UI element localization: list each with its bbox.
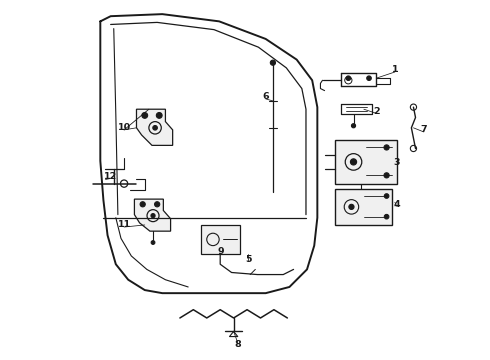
Circle shape	[350, 159, 357, 165]
Circle shape	[384, 215, 389, 219]
Text: 4: 4	[393, 200, 400, 209]
Circle shape	[151, 213, 155, 218]
Circle shape	[142, 113, 147, 118]
Circle shape	[151, 241, 155, 244]
Text: 3: 3	[393, 158, 400, 167]
Circle shape	[153, 126, 157, 130]
Text: 11: 11	[118, 220, 131, 229]
FancyBboxPatch shape	[200, 225, 240, 254]
Circle shape	[154, 202, 160, 207]
Circle shape	[346, 76, 351, 81]
FancyBboxPatch shape	[335, 189, 392, 225]
Text: 9: 9	[218, 247, 224, 256]
Text: 5: 5	[245, 255, 251, 264]
Circle shape	[270, 60, 275, 65]
Text: 8: 8	[234, 340, 241, 349]
Circle shape	[384, 145, 389, 150]
Circle shape	[140, 202, 145, 207]
Text: 1: 1	[392, 66, 398, 75]
Circle shape	[367, 76, 371, 81]
Circle shape	[351, 124, 356, 128]
Polygon shape	[137, 109, 172, 145]
Text: 6: 6	[262, 92, 269, 101]
Text: 12: 12	[104, 172, 117, 181]
Circle shape	[384, 173, 389, 178]
Polygon shape	[134, 199, 171, 231]
Text: 10: 10	[118, 123, 131, 132]
Circle shape	[156, 113, 162, 118]
Circle shape	[384, 194, 389, 198]
Text: 7: 7	[420, 125, 427, 134]
FancyBboxPatch shape	[335, 140, 397, 184]
Circle shape	[349, 204, 354, 210]
Text: 2: 2	[373, 107, 380, 116]
